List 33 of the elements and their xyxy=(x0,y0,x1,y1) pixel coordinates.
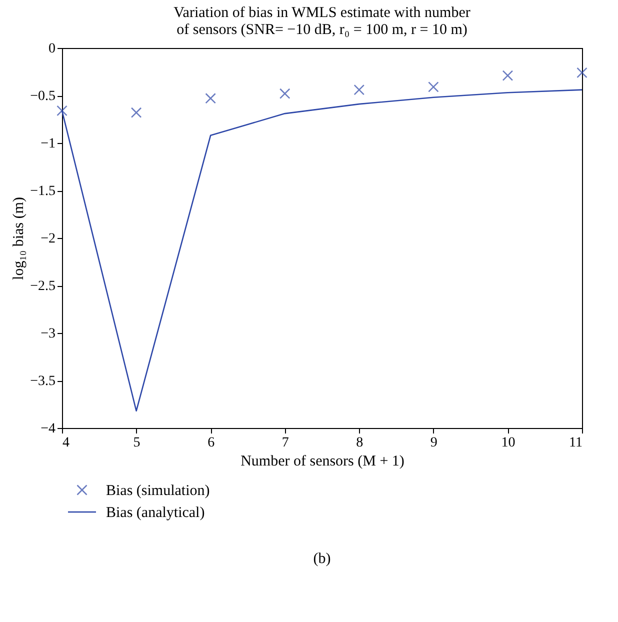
x-tick-label: 11 xyxy=(569,436,582,450)
text: of sensors (SNR= −10 dB, r₀ = 100 m, r = 10 m) xyxy=(176,22,468,38)
y-tick-label: 0 xyxy=(48,42,56,56)
point xyxy=(56,105,68,116)
line-series xyxy=(61,89,583,412)
point xyxy=(205,92,216,104)
y-tick-label: −2.5 xyxy=(30,279,56,294)
y-tick-label: −1 xyxy=(40,136,56,152)
y-tick-label: −4 xyxy=(40,422,56,436)
point xyxy=(502,70,514,81)
x-tick-label: 9 xyxy=(430,436,438,450)
point xyxy=(279,88,290,99)
x-tick-label: 5 xyxy=(133,436,140,450)
point xyxy=(576,67,588,78)
x-tick-label: 6 xyxy=(208,436,215,450)
text: (b) xyxy=(313,551,331,567)
point xyxy=(354,84,365,96)
y-tick-label: −2 xyxy=(40,232,56,246)
y-tick-label: −3 xyxy=(40,326,56,342)
point xyxy=(130,107,142,118)
x-tick-label: 4 xyxy=(62,436,70,450)
x-tick-label: 7 xyxy=(282,436,289,450)
legend-label: Bias (simulation) xyxy=(106,483,210,499)
y-tick-label: −3.5 xyxy=(30,374,56,389)
x-tick-label: 10 xyxy=(501,436,516,450)
point xyxy=(428,82,439,92)
text: Variation of bias in WMLS estimate with number xyxy=(174,5,470,21)
x-axis-title: Number of sensors (M + 1) xyxy=(240,454,404,470)
y-tick-label: −1.5 xyxy=(30,184,56,199)
y-axis-title: log₁₀ bias (m) xyxy=(11,197,28,280)
y-tick-label: −0.5 xyxy=(30,89,56,104)
x-tick-label: 8 xyxy=(356,436,364,450)
legend-label: Bias (analytical) xyxy=(106,505,205,521)
